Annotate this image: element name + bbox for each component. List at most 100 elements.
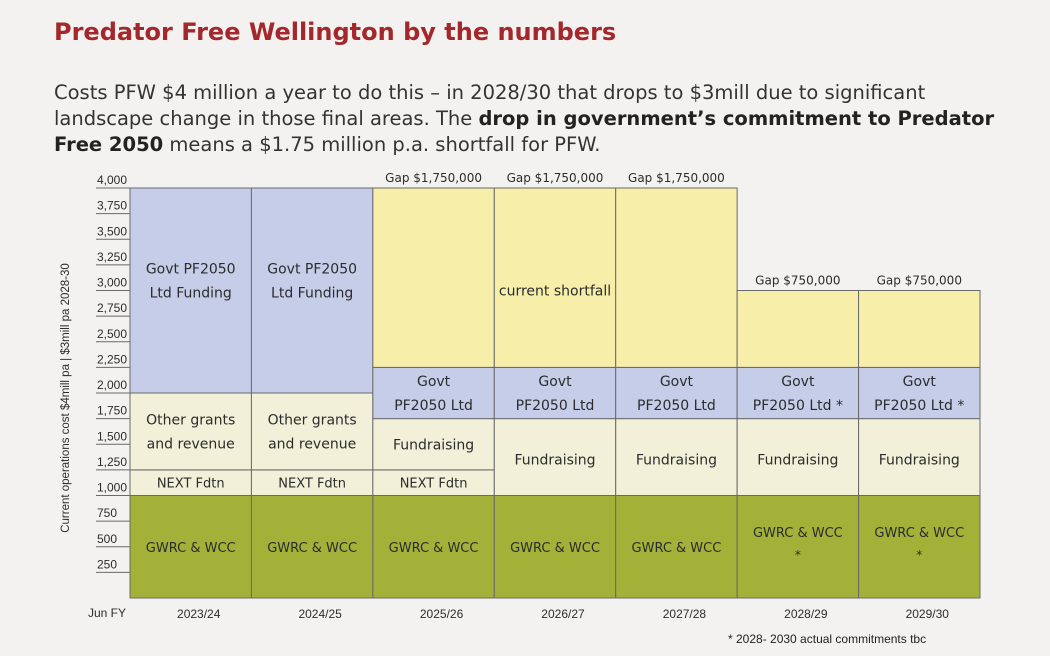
bar-segment <box>736 495 860 599</box>
segment-label: PF2050 Ltd <box>516 398 595 414</box>
segment-label: and revenue <box>147 436 235 452</box>
segment-label: Ltd Funding <box>271 285 353 301</box>
segment-label: PF2050 Ltd <box>394 398 473 414</box>
footnote: * 2028- 2030 actual commitments tbc <box>728 632 927 646</box>
bar-segment <box>493 418 617 496</box>
y-tick-label: 250 <box>97 557 117 571</box>
segment-label: Govt PF2050 <box>146 261 236 277</box>
bar-segment <box>372 187 495 368</box>
y-tick-label: 3,750 <box>97 199 127 213</box>
segment-label: GWRC & WCC <box>632 541 722 556</box>
y-tick-label: 3,250 <box>97 250 127 264</box>
bar-segment <box>615 187 738 368</box>
x-tick-label: 2023/24 <box>177 607 221 621</box>
gap-label: Gap $1,750,000 <box>385 171 482 185</box>
segment-label: and revenue <box>268 436 356 452</box>
bar-segment <box>493 187 617 368</box>
bar-segment <box>615 495 738 599</box>
y-tick-label: 1,000 <box>97 481 127 495</box>
segment-label: * <box>916 548 922 562</box>
bar-segment <box>129 495 252 599</box>
bar-segment <box>736 290 860 368</box>
segment-label: Fundraising <box>636 453 717 469</box>
segment-label: PF2050 Ltd * <box>753 398 843 414</box>
bar-segment <box>250 392 374 471</box>
segment-label: Fundraising <box>879 453 960 469</box>
segment-label: Other grants <box>146 412 235 428</box>
segment-label: Fundraising <box>514 453 595 469</box>
segment-label: Govt <box>903 374 937 390</box>
segment-label: current shortfall <box>499 284 611 300</box>
segment-label: Govt PF2050 <box>267 261 357 277</box>
description-text: Costs PFW $4 million a year to do this –… <box>54 81 926 130</box>
y-tick-label: 3,500 <box>97 224 127 238</box>
x-tick-label: 2025/26 <box>420 607 464 621</box>
bar-segment <box>493 495 617 599</box>
bar-segment <box>858 418 981 496</box>
segment-label: * <box>795 548 801 562</box>
bar-segment <box>615 366 738 420</box>
y-tick-label: 4,000 <box>97 173 127 187</box>
bar-segment <box>493 366 617 420</box>
bar-segment <box>736 418 860 496</box>
x-tick-label: 2027/28 <box>663 607 707 621</box>
y-tick-label: 3,000 <box>97 276 127 290</box>
y-tick-label: 1,500 <box>97 429 127 443</box>
segment-label: NEXT Fdtn <box>157 477 225 492</box>
segment-label: NEXT Fdtn <box>278 477 346 492</box>
segment-label: Other grants <box>268 412 357 428</box>
segment-label: Govt <box>538 374 572 390</box>
page-title: Predator Free Wellington by the numbers <box>54 18 617 46</box>
y-axis-title: Current operations cost $4mill pa | $3mi… <box>60 263 72 533</box>
bar-segment <box>250 469 374 496</box>
gap-label: Gap $1,750,000 <box>507 171 604 185</box>
description-emphasis: drop in government’s commitment to Preda… <box>54 107 995 156</box>
bar-segment <box>129 392 252 471</box>
bar-segment <box>372 366 495 420</box>
bar-segment <box>250 187 374 394</box>
y-tick-label: 2,750 <box>97 301 127 315</box>
segment-label: GWRC & WCC <box>146 541 236 556</box>
segment-label: Govt <box>660 374 694 390</box>
x-tick-label: 2026/27 <box>541 607 585 621</box>
bar-segment <box>858 495 981 599</box>
segment-label: Fundraising <box>393 437 474 453</box>
y-tick-label: 1,750 <box>97 404 127 418</box>
segment-label: GWRC & WCC <box>389 541 479 556</box>
description: Costs PFW $4 million a year to do this –… <box>54 80 1014 158</box>
segment-label: PF2050 Ltd <box>637 398 716 414</box>
x-tick-label: 2024/25 <box>298 607 342 621</box>
bar-segment <box>372 469 495 496</box>
segment-label: Govt <box>417 374 451 390</box>
segment-label: PF2050 Ltd * <box>874 398 964 414</box>
y-tick-label: 500 <box>97 532 117 546</box>
x-tick-label: 2029/30 <box>906 607 950 621</box>
segment-label: GWRC & WCC <box>753 526 843 541</box>
y-tick-label: 750 <box>97 506 117 520</box>
bar-segment <box>615 418 738 496</box>
segment-label: Fundraising <box>757 453 838 469</box>
segment-label: Govt <box>781 374 815 390</box>
segment-label: GWRC & WCC <box>267 541 357 556</box>
x-tick-label: 2028/29 <box>784 607 828 621</box>
segment-label: GWRC & WCC <box>510 541 600 556</box>
bar-segment <box>372 495 495 599</box>
bar-segment <box>129 469 252 496</box>
bar-segment <box>858 366 981 420</box>
segment-label: GWRC & WCC <box>874 526 964 541</box>
bar-segment <box>736 366 860 420</box>
bar-segment <box>250 495 374 599</box>
y-tick-label: 2,500 <box>97 327 127 341</box>
gap-label: Gap $750,000 <box>877 274 962 288</box>
x-axis-start-label: Jun FY <box>88 606 126 620</box>
y-tick-label: 1,250 <box>97 455 127 469</box>
gap-label: Gap $1,750,000 <box>628 171 725 185</box>
y-tick-label: 2,000 <box>97 378 127 392</box>
description-text-end: means a $1.75 million p.a. shortfall for… <box>163 133 601 156</box>
bar-segment <box>129 187 252 394</box>
gap-label: Gap $750,000 <box>755 274 840 288</box>
y-tick-label: 2,250 <box>97 352 127 366</box>
segment-label: NEXT Fdtn <box>400 477 468 492</box>
segment-label: Ltd Funding <box>150 285 232 301</box>
